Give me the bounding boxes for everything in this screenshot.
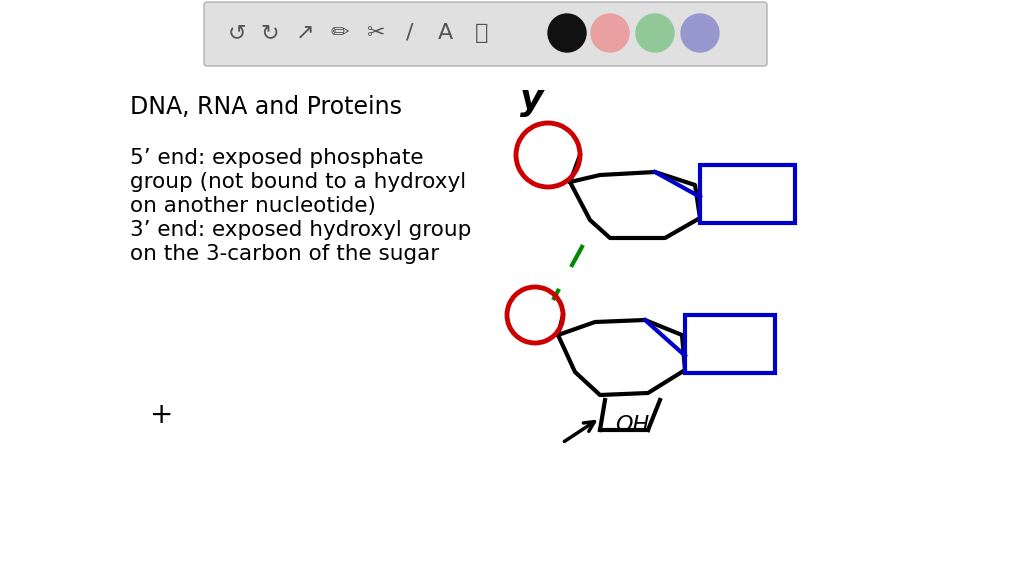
Bar: [685, 315, 775, 373]
Text: 🖼: 🖼: [475, 23, 488, 43]
Text: on another nucleotide): on another nucleotide): [130, 196, 376, 216]
Text: ↗: ↗: [296, 23, 314, 43]
FancyBboxPatch shape: [204, 2, 767, 66]
Text: OH: OH: [615, 415, 649, 435]
Text: ↻: ↻: [261, 23, 280, 43]
Text: /: /: [407, 23, 414, 43]
Circle shape: [636, 14, 674, 52]
Text: group (not bound to a hydroxyl: group (not bound to a hydroxyl: [130, 172, 466, 192]
Circle shape: [548, 14, 586, 52]
Text: y: y: [520, 83, 544, 117]
Text: ✂: ✂: [366, 23, 384, 43]
Text: 3’ end: exposed hydroxyl group: 3’ end: exposed hydroxyl group: [130, 220, 471, 240]
Text: ✏: ✏: [331, 23, 349, 43]
Text: 5’ end: exposed phosphate: 5’ end: exposed phosphate: [130, 148, 424, 168]
Bar: [700, 165, 795, 223]
Text: DNA, RNA and Proteins: DNA, RNA and Proteins: [130, 95, 402, 119]
Text: on the 3-carbon of the sugar: on the 3-carbon of the sugar: [130, 244, 439, 264]
Circle shape: [591, 14, 629, 52]
Text: +: +: [150, 401, 173, 429]
Text: ↺: ↺: [227, 23, 247, 43]
Circle shape: [681, 14, 719, 52]
Text: A: A: [437, 23, 453, 43]
